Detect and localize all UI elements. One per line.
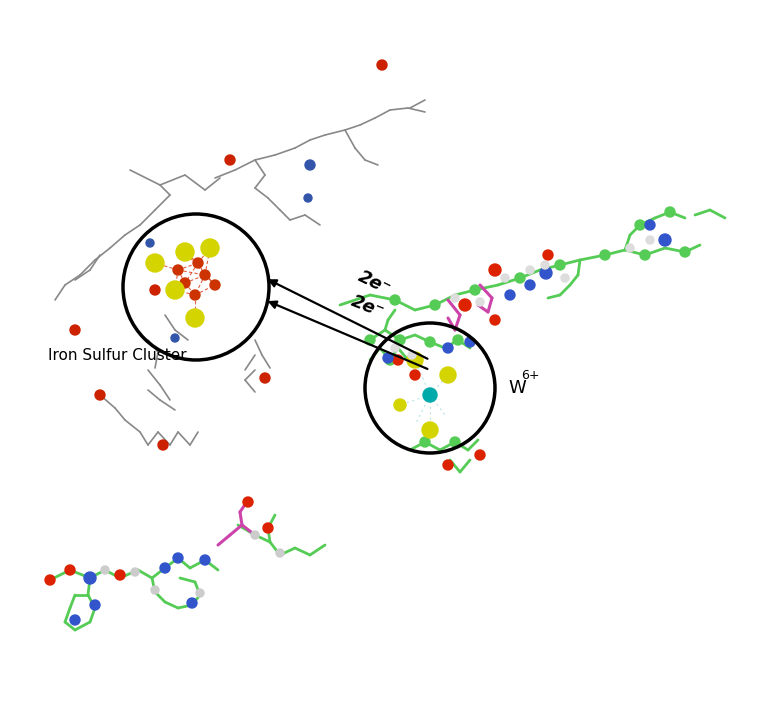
Circle shape (65, 565, 75, 575)
Circle shape (201, 239, 219, 257)
Circle shape (385, 355, 395, 365)
Circle shape (394, 399, 406, 411)
Circle shape (395, 335, 405, 345)
Circle shape (70, 325, 80, 335)
Text: W: W (508, 379, 526, 397)
Circle shape (410, 370, 420, 380)
Circle shape (407, 352, 423, 368)
Circle shape (243, 497, 253, 507)
Circle shape (90, 600, 100, 610)
Circle shape (505, 290, 515, 300)
Circle shape (408, 351, 416, 359)
Circle shape (540, 267, 552, 279)
Circle shape (186, 309, 204, 327)
Circle shape (451, 294, 459, 302)
Circle shape (635, 220, 645, 230)
Circle shape (383, 353, 393, 363)
Circle shape (390, 295, 400, 305)
Circle shape (251, 531, 259, 539)
Circle shape (101, 566, 109, 574)
Circle shape (646, 236, 654, 244)
Circle shape (276, 549, 284, 557)
Circle shape (95, 390, 105, 400)
Circle shape (645, 220, 655, 230)
Circle shape (225, 155, 235, 165)
Text: Iron Sulfur Cluster: Iron Sulfur Cluster (48, 348, 187, 363)
Circle shape (420, 437, 430, 447)
Circle shape (543, 250, 553, 260)
Circle shape (489, 264, 501, 276)
Circle shape (425, 337, 435, 347)
Circle shape (70, 615, 80, 625)
Circle shape (158, 440, 168, 450)
Circle shape (150, 285, 160, 295)
Circle shape (443, 343, 453, 353)
Circle shape (200, 555, 210, 565)
Circle shape (260, 373, 270, 383)
Circle shape (210, 280, 220, 290)
Circle shape (146, 254, 164, 272)
Circle shape (659, 234, 671, 246)
Circle shape (173, 553, 183, 563)
Circle shape (176, 243, 194, 261)
Circle shape (680, 247, 690, 257)
Circle shape (305, 160, 315, 170)
Circle shape (490, 315, 500, 325)
Circle shape (440, 367, 456, 383)
Circle shape (423, 388, 437, 402)
Circle shape (196, 589, 204, 597)
Circle shape (443, 460, 453, 470)
Circle shape (501, 274, 509, 282)
Circle shape (365, 335, 375, 345)
Circle shape (377, 60, 387, 70)
Circle shape (515, 273, 525, 283)
Circle shape (665, 207, 675, 217)
Circle shape (84, 572, 96, 584)
Circle shape (200, 270, 210, 280)
Circle shape (393, 355, 403, 365)
Circle shape (391, 344, 399, 352)
Circle shape (263, 523, 273, 533)
Circle shape (526, 266, 534, 274)
Circle shape (525, 280, 535, 290)
Circle shape (450, 437, 460, 447)
Circle shape (173, 265, 183, 275)
Circle shape (115, 570, 125, 580)
Circle shape (555, 260, 565, 270)
Circle shape (131, 568, 139, 576)
Circle shape (146, 239, 154, 247)
Circle shape (465, 337, 475, 347)
Circle shape (453, 335, 463, 345)
Circle shape (475, 450, 485, 460)
Circle shape (151, 586, 159, 594)
Circle shape (422, 422, 438, 438)
Circle shape (160, 563, 170, 573)
Circle shape (561, 274, 569, 282)
Circle shape (430, 300, 440, 310)
Circle shape (304, 194, 312, 202)
Text: 2e⁻: 2e⁻ (355, 268, 394, 299)
Circle shape (193, 258, 203, 268)
Text: 6+: 6+ (521, 369, 540, 382)
Circle shape (166, 281, 184, 299)
Circle shape (476, 298, 484, 306)
Circle shape (171, 334, 179, 342)
Circle shape (600, 250, 610, 260)
Circle shape (180, 278, 190, 288)
Circle shape (470, 285, 480, 295)
Circle shape (541, 261, 549, 269)
Circle shape (640, 250, 650, 260)
Circle shape (626, 244, 634, 252)
Circle shape (459, 299, 471, 311)
Circle shape (190, 290, 200, 300)
Text: 2e⁻: 2e⁻ (348, 293, 387, 322)
Circle shape (187, 598, 197, 608)
Circle shape (45, 575, 55, 585)
